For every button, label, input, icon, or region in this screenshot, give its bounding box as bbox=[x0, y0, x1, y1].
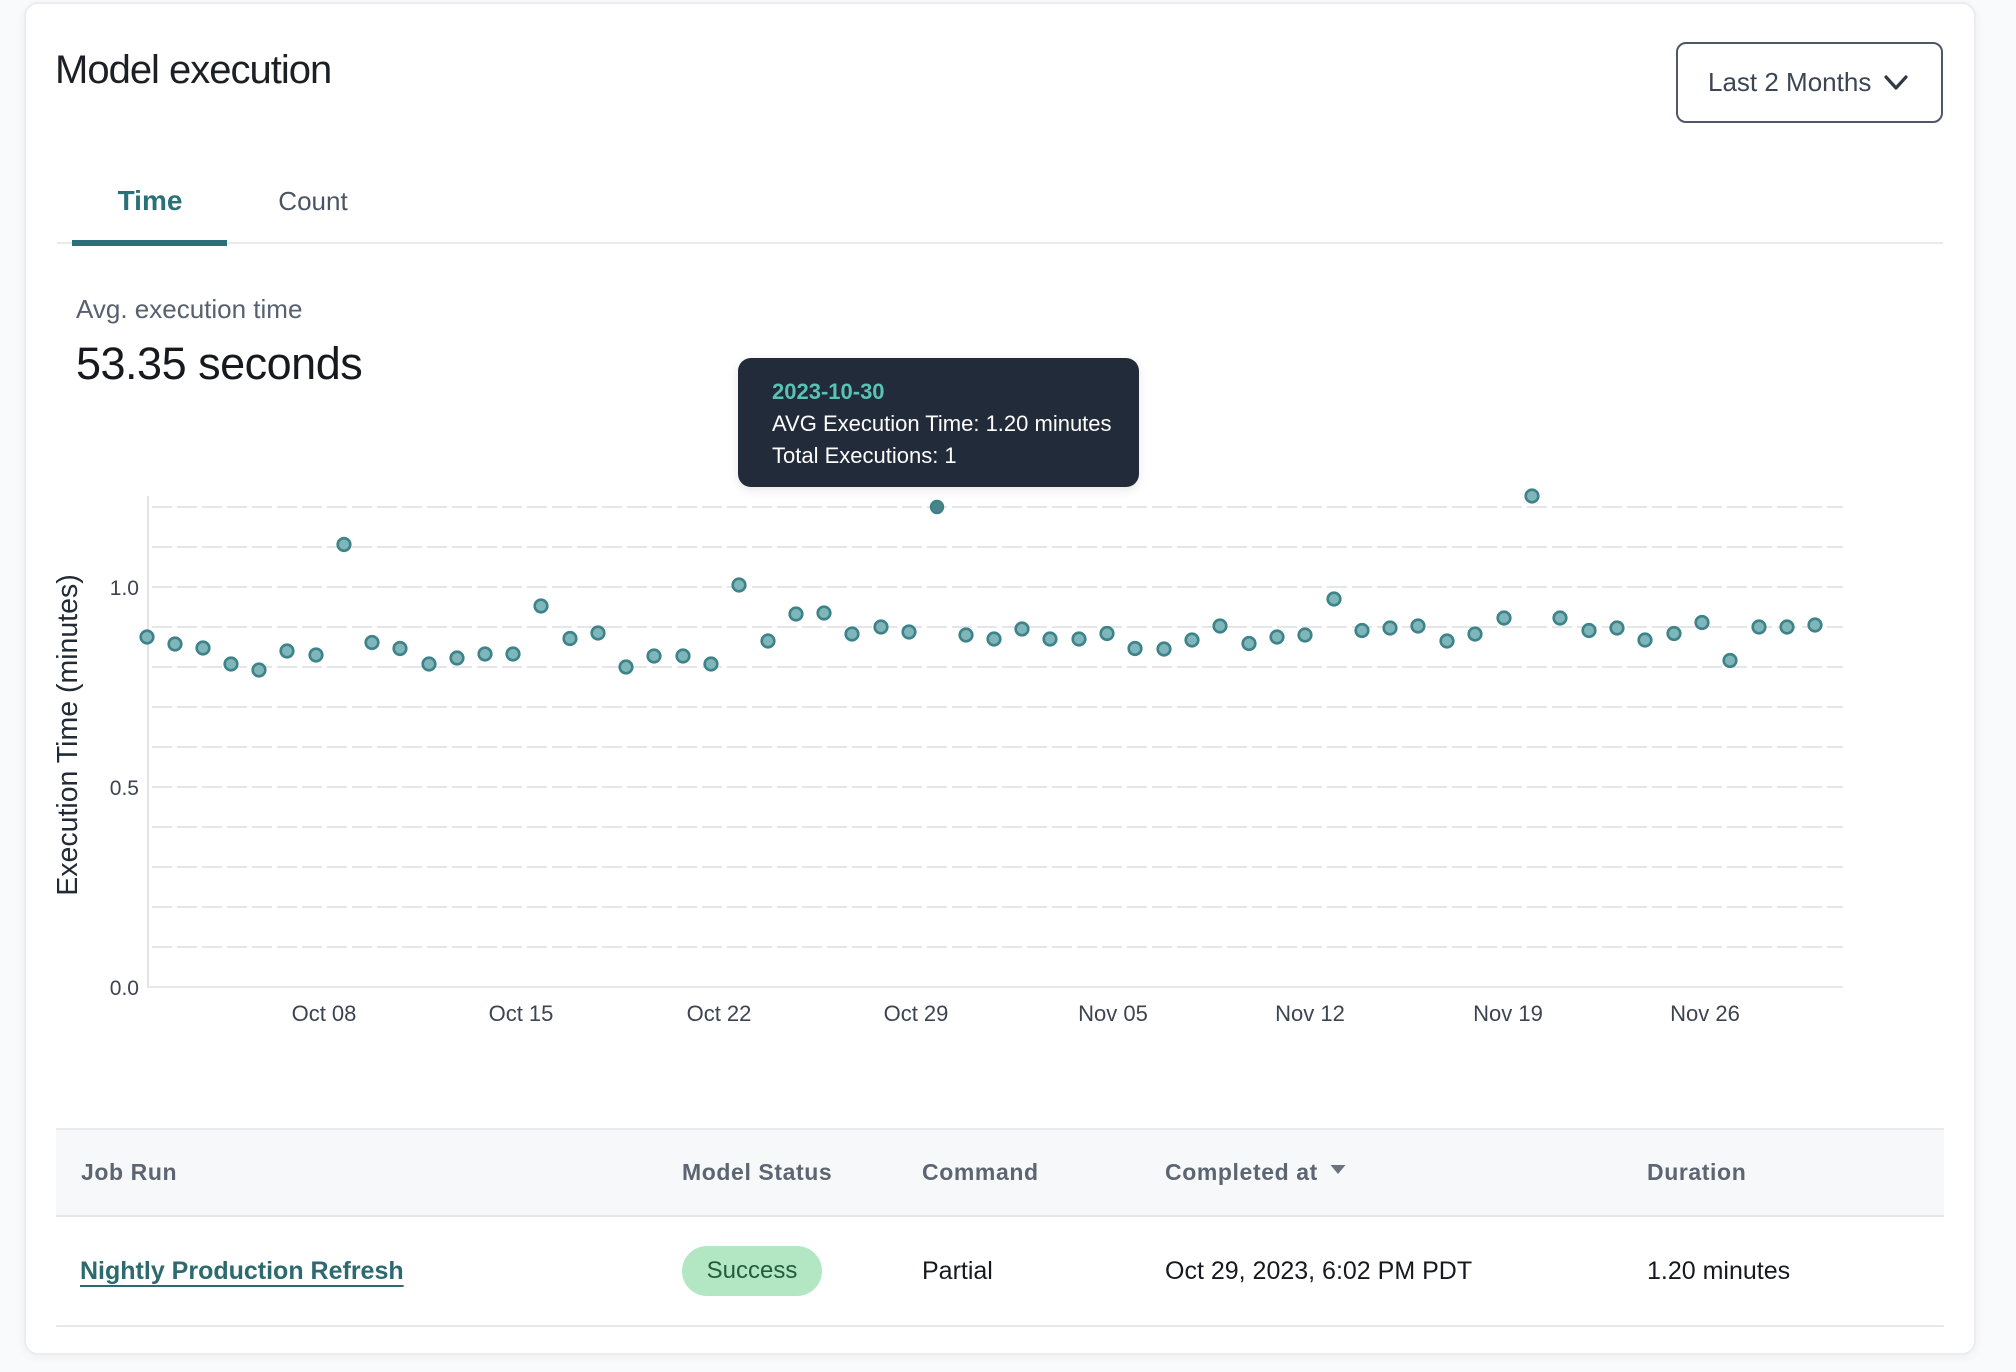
svg-text:0.5: 0.5 bbox=[110, 777, 139, 800]
svg-text:Nov 05: Nov 05 bbox=[1078, 1001, 1148, 1026]
svg-text:Nov 26: Nov 26 bbox=[1670, 1001, 1740, 1026]
svg-text:Oct 22: Oct 22 bbox=[687, 1001, 752, 1026]
svg-text:Oct 15: Oct 15 bbox=[489, 1001, 554, 1026]
svg-text:Execution Time (minutes): Execution Time (minutes) bbox=[52, 574, 84, 896]
svg-text:Nov 19: Nov 19 bbox=[1473, 1001, 1543, 1026]
svg-text:Nov 12: Nov 12 bbox=[1275, 1001, 1345, 1026]
svg-text:0.0: 0.0 bbox=[110, 977, 139, 1000]
svg-text:1.0: 1.0 bbox=[110, 577, 139, 600]
svg-text:Oct 29: Oct 29 bbox=[884, 1001, 949, 1026]
svg-text:Oct 08: Oct 08 bbox=[292, 1001, 357, 1026]
